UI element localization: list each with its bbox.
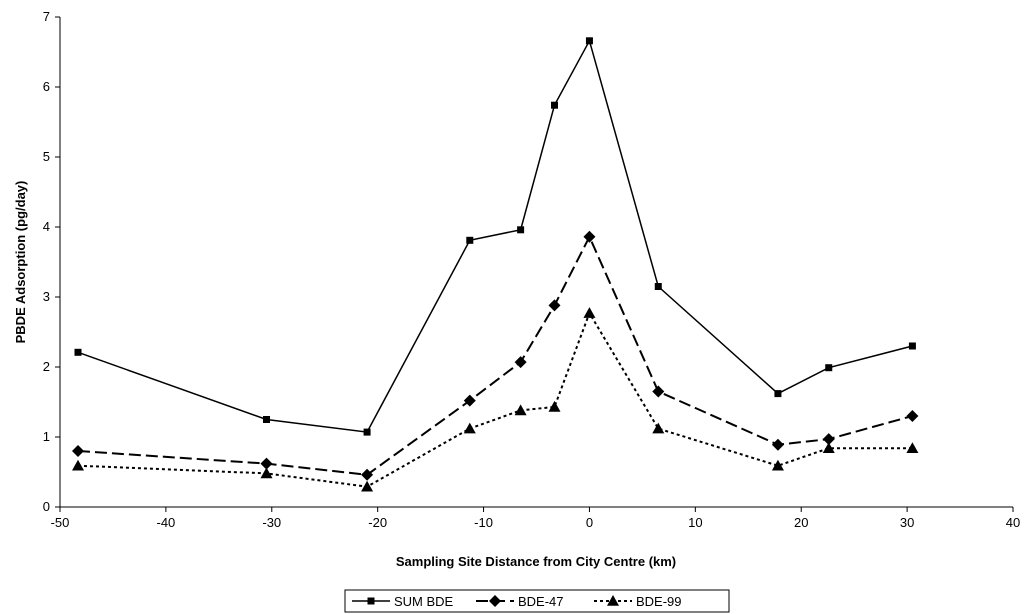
y-tick-label: 1: [43, 429, 50, 444]
y-tick-label: 2: [43, 359, 50, 374]
x-tick-label: -20: [368, 515, 387, 530]
x-tick-label: 30: [900, 515, 914, 530]
data-point-bde-47: [583, 230, 596, 243]
data-point-bde-47: [822, 433, 835, 446]
legend-item-sum-bde: SUM BDE: [352, 594, 454, 609]
series-bde-99: [72, 307, 919, 492]
y-tick-label: 7: [43, 9, 50, 24]
legend-marker-sum-bde: [367, 597, 375, 605]
data-point-sum-bde: [585, 37, 593, 45]
data-point-bde-99: [72, 459, 85, 471]
legend-item-bde-99: BDE-99: [594, 594, 682, 609]
data-point-bde-47: [771, 438, 784, 451]
data-point-sum-bde: [551, 101, 559, 109]
data-point-bde-99: [548, 400, 561, 412]
data-point-bde-47: [906, 410, 919, 422]
data-point-sum-bde: [825, 364, 833, 372]
y-tick-label: 4: [43, 219, 50, 234]
x-tick-label: -10: [474, 515, 493, 530]
axes: [55, 16, 1014, 512]
data-point-bde-47: [652, 385, 665, 398]
x-tick-label: -50: [51, 515, 70, 530]
data-point-sum-bde: [654, 283, 662, 290]
legend-item-bde-47: BDE-47: [476, 594, 564, 609]
y-axis-title: PBDE Adsorption (pg/day): [13, 181, 28, 344]
data-point-bde-99: [463, 422, 476, 434]
data-point-sum-bde: [363, 428, 371, 436]
y-tick-label: 3: [43, 289, 50, 304]
y-tick-label: 6: [43, 79, 50, 94]
data-point-sum-bde: [74, 348, 82, 356]
x-tick-label: 10: [688, 515, 702, 530]
data-point-bde-47: [260, 457, 273, 470]
legend-label-bde-99: BDE-99: [636, 594, 682, 609]
legend-label-bde-47: BDE-47: [518, 594, 564, 609]
data-point-bde-99: [771, 459, 784, 471]
series-group: [72, 37, 919, 492]
data-point-bde-47: [72, 445, 85, 457]
legend-box: [344, 589, 730, 613]
x-axis-title: Sampling Site Distance from City Centre …: [396, 554, 676, 569]
legend: SUM BDE BDE-47 BDE-99: [344, 589, 730, 613]
legend-label-sum-bde: SUM BDE: [394, 594, 454, 609]
data-point-sum-bde: [466, 236, 474, 244]
y-tick-label: 5: [43, 149, 50, 164]
series-sum-bde: [74, 37, 916, 436]
data-point-bde-47: [514, 356, 527, 369]
x-tick-label: 20: [794, 515, 808, 530]
tick-labels: 0 1 2 3 4 5 6 7 -50 -40 -30 -20 -10 0 10 20 30 40: [43, 9, 1020, 530]
data-point-bde-99: [906, 442, 919, 453]
series-bde-47: [72, 230, 919, 481]
x-tick-label: 40: [1006, 515, 1020, 530]
legend-items: SUM BDE BDE-47 BDE-99: [352, 594, 682, 609]
data-point-bde-99: [514, 404, 527, 416]
x-tick-label: -30: [262, 515, 281, 530]
legend-marker-bde-47: [489, 595, 501, 607]
plot-area: [60, 17, 1013, 507]
y-tick-label: 0: [43, 499, 50, 514]
data-point-bde-99: [361, 480, 374, 492]
data-point-sum-bde: [517, 226, 525, 234]
data-point-bde-99: [652, 422, 665, 434]
data-point-sum-bde: [774, 390, 782, 398]
data-point-bde-99: [583, 307, 596, 318]
x-tick-label: 0: [586, 515, 593, 530]
data-point-bde-99: [260, 467, 273, 479]
data-point-bde-47: [463, 394, 476, 407]
data-point-bde-99: [822, 442, 835, 453]
x-tick-label: -40: [156, 515, 175, 530]
data-point-bde-47: [361, 468, 374, 481]
legend-marker-bde-99: [607, 595, 619, 606]
data-point-bde-47: [548, 299, 561, 312]
data-point-sum-bde: [908, 342, 916, 350]
data-point-sum-bde: [262, 416, 270, 423]
